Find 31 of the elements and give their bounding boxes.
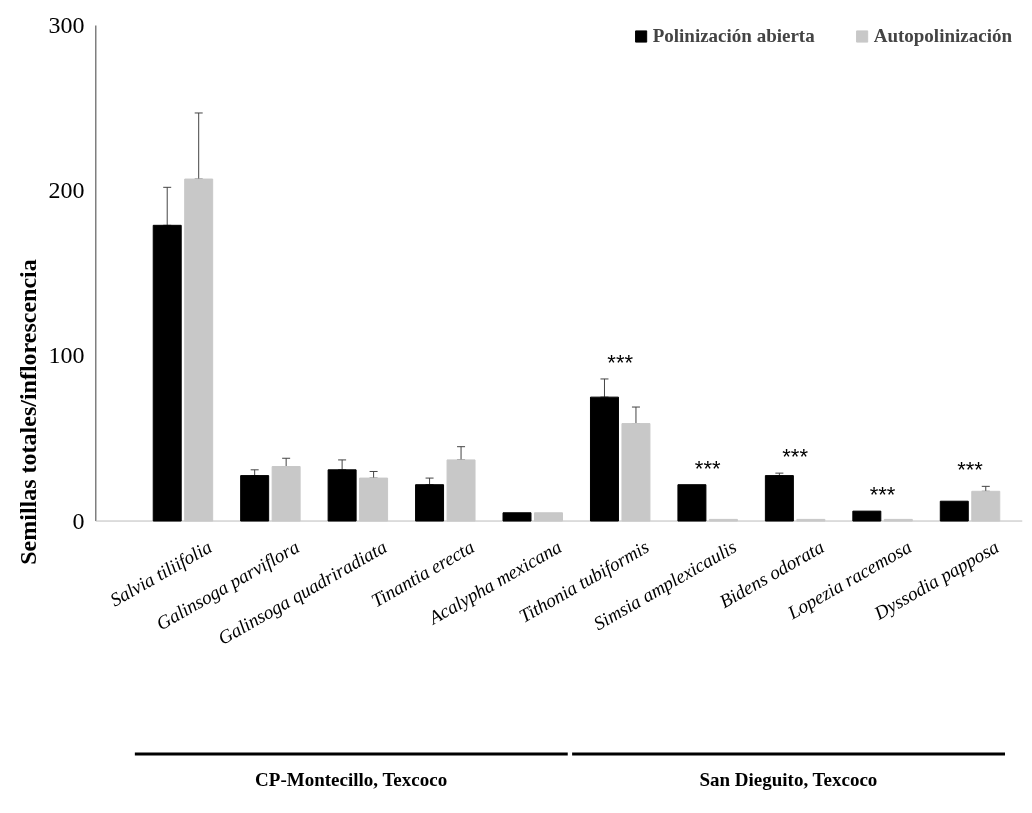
y-axis-title: Semillas totales/inflorescencia (14, 259, 41, 565)
annotation: *** (869, 482, 896, 508)
annotation: *** (957, 457, 984, 483)
bar (415, 484, 445, 522)
annotation: *** (694, 455, 721, 481)
bar (677, 484, 707, 522)
annotation: *** (607, 349, 634, 375)
bar (852, 510, 882, 522)
bar (359, 477, 389, 522)
bar (971, 490, 1001, 522)
bar (240, 475, 270, 522)
bar (502, 512, 532, 522)
legend-label: Autopolinización (873, 25, 1012, 47)
bar (621, 423, 651, 522)
bar (446, 459, 476, 522)
bar (152, 224, 182, 522)
y-tick-label: 0 (72, 507, 85, 534)
text: CP-Montecillo, Texcoco (255, 768, 448, 790)
bar (184, 178, 214, 522)
bar (764, 475, 794, 522)
y-tick-label: 300 (48, 11, 85, 38)
bar (271, 466, 301, 522)
bar (939, 500, 969, 522)
y-tick-label: 100 (48, 342, 85, 369)
text: San Dieguito, Texcoco (699, 768, 878, 790)
legend-label: Polinización abierta (652, 25, 815, 47)
bar (327, 469, 357, 522)
y-tick-label: 200 (48, 177, 85, 204)
bar (589, 396, 619, 522)
bar (534, 512, 563, 522)
annotation: *** (782, 444, 809, 470)
